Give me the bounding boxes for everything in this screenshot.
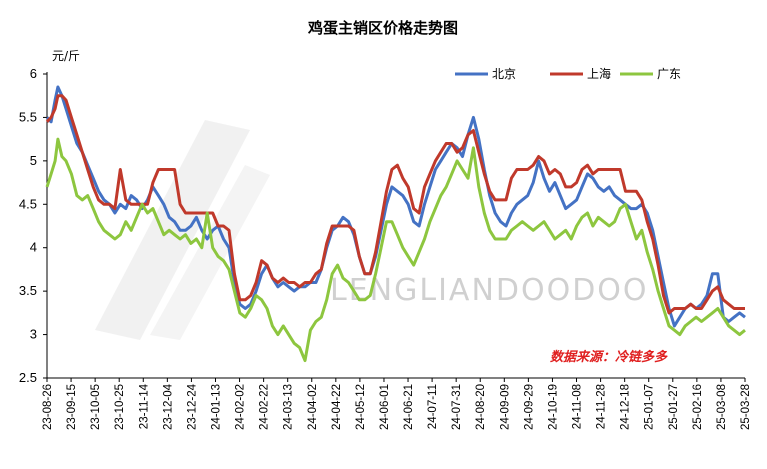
y-tick-label: 6	[30, 66, 37, 81]
x-tick-label: 25-03-08	[716, 384, 728, 430]
x-tick-label: 23-11-14	[138, 383, 150, 429]
x-tick-label: 24-10-19	[547, 384, 559, 430]
y-tick-label: 5.5	[19, 109, 37, 124]
axes: 2.5 3 3.5 4 4.5 5 5.5 6 23-08-26 23-09-15 23-10-05…	[19, 66, 752, 430]
x-tick-label: 24-07-11	[427, 384, 439, 429]
legend-label-广东: 广东	[657, 67, 681, 81]
watermark-shape	[150, 165, 270, 340]
y-tick-label: 5	[30, 153, 37, 168]
x-tick-label: 23-09-15	[66, 384, 78, 430]
x-tick-label: 24-11-08	[572, 384, 584, 429]
x-tick-label: 24-01-13	[210, 384, 222, 430]
watermark-text: LENGLIANDOODOO	[330, 273, 649, 308]
x-tick-label: 24-06-21	[403, 384, 415, 430]
x-tick-label: 23-10-25	[114, 384, 126, 430]
x-tick-label: 23-12-24	[186, 383, 198, 430]
x-tick-label: 24-02-22	[259, 384, 271, 430]
x-tick-label: 25-01-27	[668, 384, 680, 430]
watermark: LENGLIANDOODOO	[95, 120, 649, 340]
x-tick-label: 23-08-26	[42, 384, 54, 430]
legend-label-北京: 北京	[492, 67, 516, 81]
y-tick-label: 4.5	[19, 196, 37, 211]
x-tick-label: 23-12-04	[162, 383, 174, 430]
x-tick-label: 25-01-07	[644, 384, 656, 430]
x-tick-label: 24-08-20	[475, 384, 487, 430]
series-line-上海	[45, 94, 745, 315]
x-tick-label: 24-09-29	[523, 384, 535, 430]
x-tick-label: 24-04-22	[331, 384, 343, 430]
y-tick-label: 2.5	[19, 370, 37, 385]
plot-lines	[45, 85, 746, 363]
x-tick-label: 24-09-09	[499, 384, 511, 430]
x-tick-label: 24-07-31	[451, 384, 463, 430]
y-tick-label: 3.5	[19, 283, 37, 298]
legend: 北京 上海 广东	[455, 66, 681, 81]
x-tick-label: 25-02-16	[692, 384, 704, 430]
x-tick-label: 24-02-02	[235, 384, 247, 430]
x-tick-label: 25-03-28	[740, 384, 752, 430]
x-tick-label: 24-05-12	[355, 384, 367, 430]
y-axis-unit: 元/斤	[52, 49, 80, 63]
x-tick-label: 24-06-01	[379, 384, 391, 430]
series-line-广东	[45, 137, 746, 363]
legend-label-上海: 上海	[587, 66, 611, 81]
y-tick-label: 3	[30, 327, 37, 342]
x-tick-label: 24-03-13	[283, 384, 295, 430]
source-note: 数据来源：冷链多多	[550, 349, 668, 365]
x-tick-label: 24-12-18	[620, 384, 632, 430]
x-tick-label: 23-10-05	[90, 384, 102, 430]
watermark-shape	[95, 120, 250, 340]
x-tick-label: 24-11-28	[596, 384, 608, 429]
x-tick-label: 24-04-02	[307, 384, 319, 430]
chart-title: 鸡蛋主销区价格走势图	[307, 19, 458, 37]
y-tick-label: 4	[30, 240, 37, 255]
